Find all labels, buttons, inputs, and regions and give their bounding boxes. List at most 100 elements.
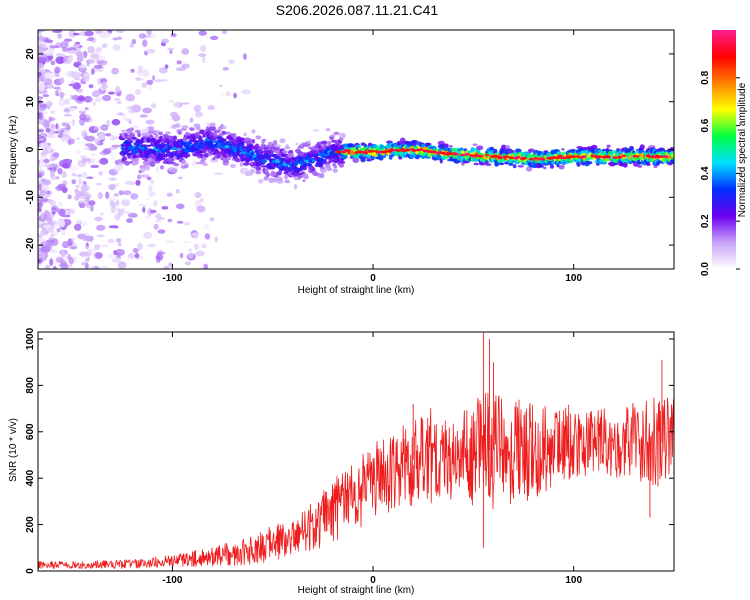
spectrogram-cell [478, 155, 483, 158]
spectrogram-frame [37, 29, 675, 270]
spectrogram-cell [134, 129, 141, 134]
spectrogram-cell [318, 157, 324, 162]
x-tick-label: 0 [370, 273, 376, 284]
spectrogram-cell [121, 199, 130, 207]
spectrogram-cell [84, 147, 91, 151]
spectrogram-cell [94, 252, 103, 259]
spectrogram-cell [67, 194, 72, 200]
spectrogram-cell [75, 137, 81, 141]
spectrogram-cell [606, 144, 611, 148]
spectrogram-cell [112, 44, 121, 51]
spectrogram-cell [484, 153, 490, 157]
spectrogram-cell [81, 235, 89, 241]
spectrogram-cell [646, 162, 651, 167]
spectrogram-cell [84, 30, 94, 37]
colorbar-tick-label: 0.0 [700, 262, 711, 276]
spectrogram-cell [53, 265, 57, 269]
spectrogram-cell [70, 94, 74, 101]
spectrogram-cell [149, 161, 156, 167]
spectrogram-cell [311, 168, 316, 171]
spectrogram-cell [174, 123, 181, 128]
spectrogram-cell [517, 164, 524, 168]
spectrogram-xlabel: Height of straight line (km) [298, 285, 415, 296]
spectrogram-cell [81, 261, 87, 266]
spectrogram-cell [312, 129, 320, 132]
spectrogram-cell [367, 142, 373, 147]
spectrogram-cell [222, 158, 229, 163]
spectrogram-cell [38, 62, 44, 69]
spectrogram-cell [278, 170, 282, 176]
spectrogram-cell [61, 134, 67, 142]
spectrogram-cell [243, 132, 247, 137]
spectrogram-cell [293, 184, 298, 190]
spectrogram-cell [202, 160, 206, 164]
spectrogram-cell [260, 165, 268, 168]
spectrogram-cell [55, 53, 66, 58]
spectrogram-cell [111, 257, 121, 263]
spectrogram-cell [71, 71, 81, 79]
spectrogram-cell [663, 155, 669, 158]
spectrogram-cell [183, 164, 189, 169]
spectrogram-cell [74, 223, 82, 231]
spectrogram-cell [117, 261, 127, 269]
spectrogram-cell [216, 154, 221, 158]
spectrogram-cell [107, 253, 114, 258]
spectrogram-cell [87, 46, 95, 54]
spectrogram-cell [40, 178, 47, 183]
spectrogram-cell [188, 248, 193, 253]
spectrogram-cell [50, 233, 55, 237]
spectrogram-cell [62, 214, 71, 218]
spectrogram-cell [43, 228, 49, 235]
spectrogram-cell [110, 152, 116, 160]
spectrogram-cell [635, 148, 640, 152]
spectrogram-cell [43, 41, 47, 48]
spectrogram-cell [57, 93, 66, 96]
spectrogram-cell [313, 149, 319, 154]
spectrogram-cell [142, 206, 146, 213]
spectrogram-cell [670, 153, 674, 158]
spectrogram-cell [317, 144, 323, 149]
spectrogram-cell [543, 166, 547, 170]
spectrogram-cell [67, 49, 78, 55]
spectrogram-cell [115, 86, 121, 94]
spectrogram-cell [453, 152, 459, 156]
spectrogram-cell [621, 154, 627, 158]
spectrogram-cell [512, 164, 517, 169]
spectrogram-cell [333, 131, 340, 135]
spectrogram-cell [259, 150, 265, 154]
spectrogram-cell [497, 156, 503, 159]
spectrogram-cell [144, 147, 149, 150]
spectrogram-cell [195, 131, 201, 135]
spectrogram-cell [117, 208, 124, 217]
spectrogram-cell [97, 60, 108, 66]
spectrogram-cell [61, 171, 67, 178]
spectrogram-cell [149, 209, 157, 214]
spectrogram-cell [142, 159, 152, 166]
spectrogram-cell [74, 188, 79, 193]
spectrogram-cell [366, 158, 372, 162]
spectrogram-cell [153, 200, 158, 207]
spectrogram-cell [505, 145, 510, 149]
colorbar-tick-label: 0.4 [700, 166, 711, 180]
spectrogram-cell [154, 219, 162, 223]
spectrogram-cell [42, 94, 50, 97]
spectrogram-cell [130, 193, 139, 200]
spectrogram-cell [84, 143, 95, 147]
spectrogram-cell [186, 135, 191, 140]
spectrogram-cell [508, 156, 514, 159]
snr-plot-area [38, 332, 674, 571]
spectrogram-cell [144, 197, 151, 200]
spectrogram-cell [122, 112, 127, 121]
spectrogram-cell [284, 179, 291, 184]
spectrogram-cell [257, 178, 264, 184]
spectrogram-cell [59, 77, 65, 84]
spectrogram-cell [146, 79, 154, 85]
spectrogram-cell [163, 265, 170, 269]
spectrogram-cell [154, 133, 159, 141]
spectrogram-cell [40, 77, 45, 83]
spectrogram-cell [526, 166, 533, 172]
spectrogram-cell [439, 158, 443, 164]
spectrogram-cell [38, 71, 42, 77]
spectrogram-cell [54, 89, 59, 97]
